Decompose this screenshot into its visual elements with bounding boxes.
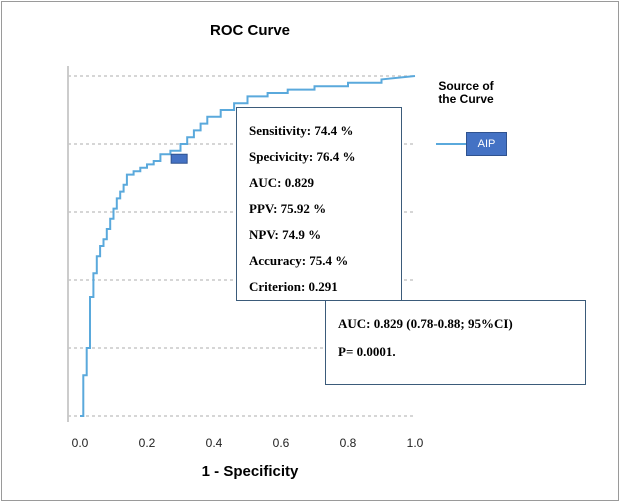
x-tick-label-2: 0.4: [206, 436, 223, 450]
stat-auc: AUC: 0.829: [249, 175, 314, 190]
stat-specificity: Specivicity: 76.4 %: [249, 149, 356, 164]
stat-accuracy: Accuracy: 75.4 %: [249, 253, 349, 268]
stat-sensitivity: Sensitivity: 74.4 %: [249, 123, 354, 138]
legend-title: Source of the Curve: [438, 79, 494, 106]
legend-entry-aip: AIP: [466, 132, 507, 156]
criterion-marker: [170, 153, 188, 164]
chart-title: ROC Curve: [209, 22, 291, 39]
stats-annotation-box: Sensitivity: 74.4 % Specivicity: 76.4 % …: [236, 107, 402, 301]
p-value-text: P= 0.0001.: [338, 344, 396, 359]
x-tick-label-0: 0.0: [72, 436, 89, 450]
auc-ci-text: AUC: 0.829 (0.78-0.88; 95%CI): [338, 316, 513, 331]
stat-npv: NPV: 74.9 %: [249, 227, 322, 242]
stat-criterion: Criterion: 0.291: [249, 279, 338, 294]
x-tick-label-4: 0.8: [340, 436, 357, 450]
x-tick-label-1: 0.2: [139, 436, 156, 450]
x-tick-label-5: 1.0: [407, 436, 424, 450]
auc-summary-box: AUC: 0.829 (0.78-0.88; 95%CI) P= 0.0001.: [325, 300, 586, 385]
x-tick-label-3: 0.6: [273, 436, 290, 450]
series-line-aip: [80, 75, 416, 417]
x-axis-label: 1 - Specificity: [201, 463, 299, 480]
stat-ppv: PPV: 75.92 %: [249, 201, 327, 216]
